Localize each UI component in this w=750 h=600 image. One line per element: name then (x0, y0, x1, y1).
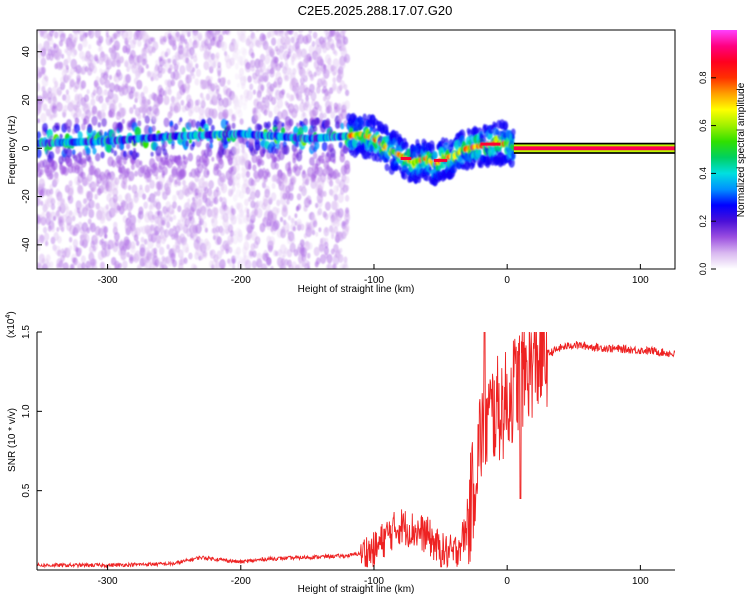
spectrogram-stable-band (513, 142, 675, 154)
snr-y-scale: (x104) (5, 311, 17, 338)
colorbar-tick-label: 0.6 (698, 119, 708, 132)
snr-y-tick-label: 1.5 (21, 325, 32, 339)
spectrogram-y-tick-label: 0 (21, 145, 32, 151)
spectrogram-x-tick-label: 100 (632, 275, 649, 286)
spectrogram-x-tick-label: -100 (364, 275, 384, 286)
snr-y-tick-label: 0.5 (21, 483, 32, 497)
snr-x-tick-label: 100 (632, 576, 649, 587)
spectrogram-frame (36, 29, 676, 270)
colorbar-tick-label: 0.0 (698, 263, 708, 276)
snr-y-scale-base: (x10 (6, 318, 17, 338)
colorbar: 0.0 0.2 0.4 0.6 0.8 Normalized spectral ampl… (698, 30, 747, 275)
ridge-peak-2 (480, 142, 501, 146)
snr-x-tick-label: 0 (504, 576, 510, 587)
spectrogram-x-ticks: -300 -200 -100 0 100 (98, 264, 649, 286)
snr-x-label: Height of straight line (km) (298, 584, 415, 595)
snr-series-line (37, 332, 675, 569)
snr-x-tick-label: -200 (231, 576, 251, 587)
snr-y-tick-label: 1.0 (21, 404, 32, 418)
colorbar-tick-label: 0.4 (698, 167, 708, 180)
snr-x-tick-label: -300 (98, 576, 118, 587)
ridge-peak-1 (433, 158, 448, 162)
spectrogram-y-ticks: -40 -20 0 20 40 (21, 46, 42, 252)
svg-text:(x104): (x104) (5, 311, 17, 338)
spectrogram-y-tick-label: -20 (21, 189, 32, 204)
band-core (513, 146, 675, 151)
spectrogram-y-tick-label: -40 (21, 237, 32, 252)
snr-y-scale-exp: 4 (5, 315, 12, 319)
colorbar-gradient (711, 30, 737, 269)
ridge-peak-0 (400, 156, 412, 160)
spectrogram-cells (37, 30, 516, 269)
snr-y-scale-close: ) (6, 311, 17, 314)
colorbar-tick-label: 0.8 (698, 72, 708, 85)
spectrogram-y-tick-label: 40 (21, 46, 32, 58)
spectrogram-x-tick-label: 0 (504, 275, 510, 286)
snr-panel: -300 -200 -100 0 100 0.5 1.0 1.5 Height of str… (5, 311, 675, 595)
snr-x-ticks: -300 -200 -100 0 100 (98, 565, 649, 587)
spectrogram-heatmap (37, 30, 675, 269)
spectrogram-y-tick-label: 20 (21, 94, 32, 106)
snr-y-ticks: 0.5 1.0 1.5 (21, 325, 42, 498)
snr-y-label: SNR (10 * v/v) (7, 408, 18, 472)
snr-x-tick-label: -100 (364, 576, 384, 587)
chart-title: C2E5.2025.288.17.07.G20 (298, 3, 453, 18)
colorbar-label: Normalized spectral amplitude (736, 82, 747, 217)
colorbar-tick-label: 0.2 (698, 215, 708, 228)
colorbar-ticks: 0.0 0.2 0.4 0.6 0.8 (698, 72, 716, 276)
spectrogram-x-tick-label: -300 (98, 275, 118, 286)
spectrogram-x-label: Height of straight line (km) (298, 284, 415, 295)
spectrogram-y-label: Frequency (Hz) (7, 116, 18, 185)
spectrogram-x-tick-label: -200 (231, 275, 251, 286)
